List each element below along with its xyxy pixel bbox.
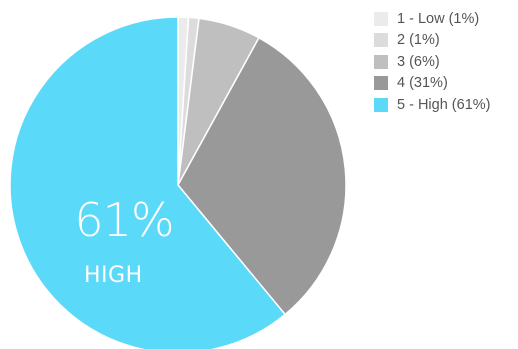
legend-item-1-low[interactable]: 1 - Low (1%) bbox=[374, 8, 490, 30]
legend-label: 1 - Low (1%) bbox=[397, 10, 480, 27]
legend-swatch bbox=[374, 11, 388, 26]
highlight-percentage: 61% bbox=[74, 193, 174, 247]
legend-item-2[interactable]: 2 (1%) bbox=[374, 30, 490, 52]
legend-label: 5 - High (61%) bbox=[397, 96, 491, 113]
highlight-label: HIGH bbox=[84, 263, 143, 288]
legend-swatch bbox=[374, 33, 388, 48]
legend-label: 3 (6%) bbox=[397, 53, 440, 70]
legend: 1 - Low (1%) 2 (1%) 3 (6%) 4 (31%) 5 - H… bbox=[374, 8, 490, 116]
legend-item-3[interactable]: 3 (6%) bbox=[374, 51, 490, 73]
pie-slice-4[interactable] bbox=[177, 36, 347, 316]
legend-label: 2 (1%) bbox=[397, 32, 440, 49]
legend-swatch bbox=[374, 97, 388, 112]
legend-item-5-high[interactable]: 5 - High (61%) bbox=[374, 94, 490, 116]
legend-swatch bbox=[374, 54, 388, 69]
legend-label: 4 (31%) bbox=[397, 75, 448, 92]
pie-slice-5[interactable] bbox=[9, 16, 287, 349]
legend-swatch bbox=[374, 76, 388, 91]
legend-item-4[interactable]: 4 (31%) bbox=[374, 73, 490, 95]
